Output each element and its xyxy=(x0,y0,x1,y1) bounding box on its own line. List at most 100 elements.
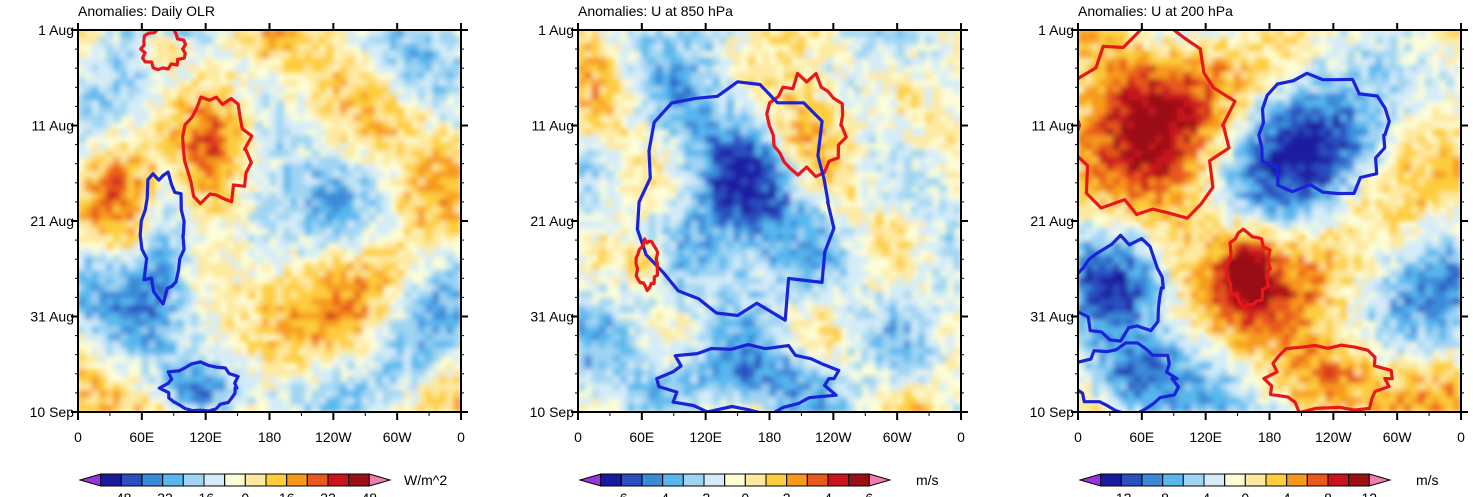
y-tick-label: 1 Aug xyxy=(538,22,574,38)
x-tick-label: 60W xyxy=(883,429,913,445)
x-tick-label: 180 xyxy=(258,429,282,445)
contour-blue xyxy=(1078,341,1181,412)
colorbar-label: 12 xyxy=(1362,490,1378,497)
colorbar-label: 0 xyxy=(741,490,749,497)
colorbar-label: 4 xyxy=(824,490,832,497)
x-tick-label: 0 xyxy=(457,429,465,445)
y-tick-label: 31 Aug xyxy=(530,309,574,325)
colorbar-label: -12 xyxy=(1111,490,1131,497)
y-tick-label: 31 Aug xyxy=(30,309,74,325)
x-tick-label: 180 xyxy=(1258,429,1282,445)
contour-red xyxy=(634,237,660,293)
colorbar-swatch xyxy=(286,473,308,487)
x-tick-label: 60E xyxy=(629,429,654,445)
colorbar-swatch xyxy=(100,473,122,487)
colorbar-swatch xyxy=(786,473,808,487)
colorbar-swatch xyxy=(703,473,726,487)
x-tick-label: 120E xyxy=(1189,429,1222,445)
x-tick-label: 0 xyxy=(957,429,965,445)
colorbar-swatch xyxy=(1306,473,1329,487)
colorbar-label: 4 xyxy=(1283,490,1291,497)
panel-title: Anomalies: Daily OLR xyxy=(78,3,215,19)
colorbar-swatch xyxy=(744,473,767,487)
colorbar-swatch xyxy=(1100,473,1122,487)
colorbar-label: 8 xyxy=(1324,490,1332,497)
colorbar-label: -48 xyxy=(111,490,131,497)
x-tick-label: 0 xyxy=(1457,429,1465,445)
y-tick-label: 1 Aug xyxy=(38,22,74,38)
heatmap-field xyxy=(78,30,461,412)
colorbar-units: m/s xyxy=(916,472,939,488)
colorbar-label: 0 xyxy=(1241,490,1249,497)
contour-red xyxy=(1078,30,1237,220)
colorbar-swatch xyxy=(1203,473,1226,487)
colorbar-label: -16 xyxy=(194,490,214,497)
panel-title: Anomalies: U at 850 hPa xyxy=(578,3,733,19)
contour-blue xyxy=(635,80,836,322)
colorbar-label: 2 xyxy=(783,490,791,497)
x-tick-label: 120E xyxy=(689,429,722,445)
contour-blue xyxy=(157,360,240,412)
colorbar-swatch xyxy=(827,473,850,487)
colorbar-swatch xyxy=(682,473,705,487)
colorbar-label: -4 xyxy=(656,490,669,497)
colorbar-swatch xyxy=(641,473,664,487)
colorbar-label: 48 xyxy=(362,490,378,497)
colorbar-swatch xyxy=(141,473,164,487)
x-tick-label: 120W xyxy=(815,429,852,445)
x-tick-label: 0 xyxy=(1074,429,1082,445)
y-tick-label: 10 Sep xyxy=(530,404,575,420)
colorbar-swatch xyxy=(203,473,226,487)
y-tick-label: 21 Aug xyxy=(530,213,574,229)
x-tick-label: 120W xyxy=(315,429,352,445)
colorbar-swatch xyxy=(1265,473,1288,487)
heatmap-field xyxy=(578,30,961,412)
x-tick-label: 0 xyxy=(74,429,82,445)
y-tick-label: 10 Sep xyxy=(30,404,75,420)
colorbar-swatch xyxy=(120,473,143,487)
contour-red xyxy=(181,95,254,206)
y-tick-label: 1 Aug xyxy=(1038,22,1074,38)
panel-title: Anomalies: U at 200 hPa xyxy=(1078,3,1233,19)
y-tick-label: 11 Aug xyxy=(1031,118,1074,134)
colorbar-label: -32 xyxy=(153,490,173,497)
contour-red xyxy=(1224,227,1272,310)
colorbar-units: m/s xyxy=(1416,472,1439,488)
contour-blue xyxy=(138,170,186,306)
colorbar-swatch xyxy=(224,473,246,487)
y-tick-label: 21 Aug xyxy=(1030,213,1074,229)
colorbar-swatch xyxy=(1368,473,1392,487)
x-tick-label: 60E xyxy=(129,429,154,445)
x-tick-label: 60W xyxy=(1383,429,1413,445)
colorbar-swatch xyxy=(600,473,622,487)
contour-red xyxy=(139,30,188,72)
colorbar-swatch xyxy=(306,473,329,487)
colorbar-swatch xyxy=(162,473,184,487)
contour-blue xyxy=(1078,233,1165,343)
y-tick-label: 21 Aug xyxy=(30,213,74,229)
colorbar-swatch xyxy=(724,473,746,487)
colorbar-swatch xyxy=(1327,473,1350,487)
colorbar-swatch xyxy=(806,473,829,487)
y-tick-label: 11 Aug xyxy=(531,118,574,134)
contour-red xyxy=(1262,343,1394,412)
contour-blue xyxy=(1257,71,1391,196)
colorbar-swatch xyxy=(182,473,205,487)
colorbar-label: -2 xyxy=(698,490,711,497)
colorbar-swatch xyxy=(244,473,267,487)
colorbar-swatch xyxy=(1182,473,1205,487)
colorbar-swatch xyxy=(1078,473,1102,487)
x-tick-label: 180 xyxy=(758,429,782,445)
x-tick-label: 60W xyxy=(383,429,413,445)
colorbar-swatch xyxy=(1348,473,1370,487)
colorbar-swatch xyxy=(662,473,684,487)
colorbar-swatch xyxy=(848,473,870,487)
colorbar-label: -4 xyxy=(1198,490,1211,497)
colorbar-label: 0 xyxy=(241,490,249,497)
y-tick-label: 10 Sep xyxy=(1030,404,1075,420)
heatmap-field xyxy=(1078,30,1461,412)
x-tick-label: 120W xyxy=(1315,429,1352,445)
